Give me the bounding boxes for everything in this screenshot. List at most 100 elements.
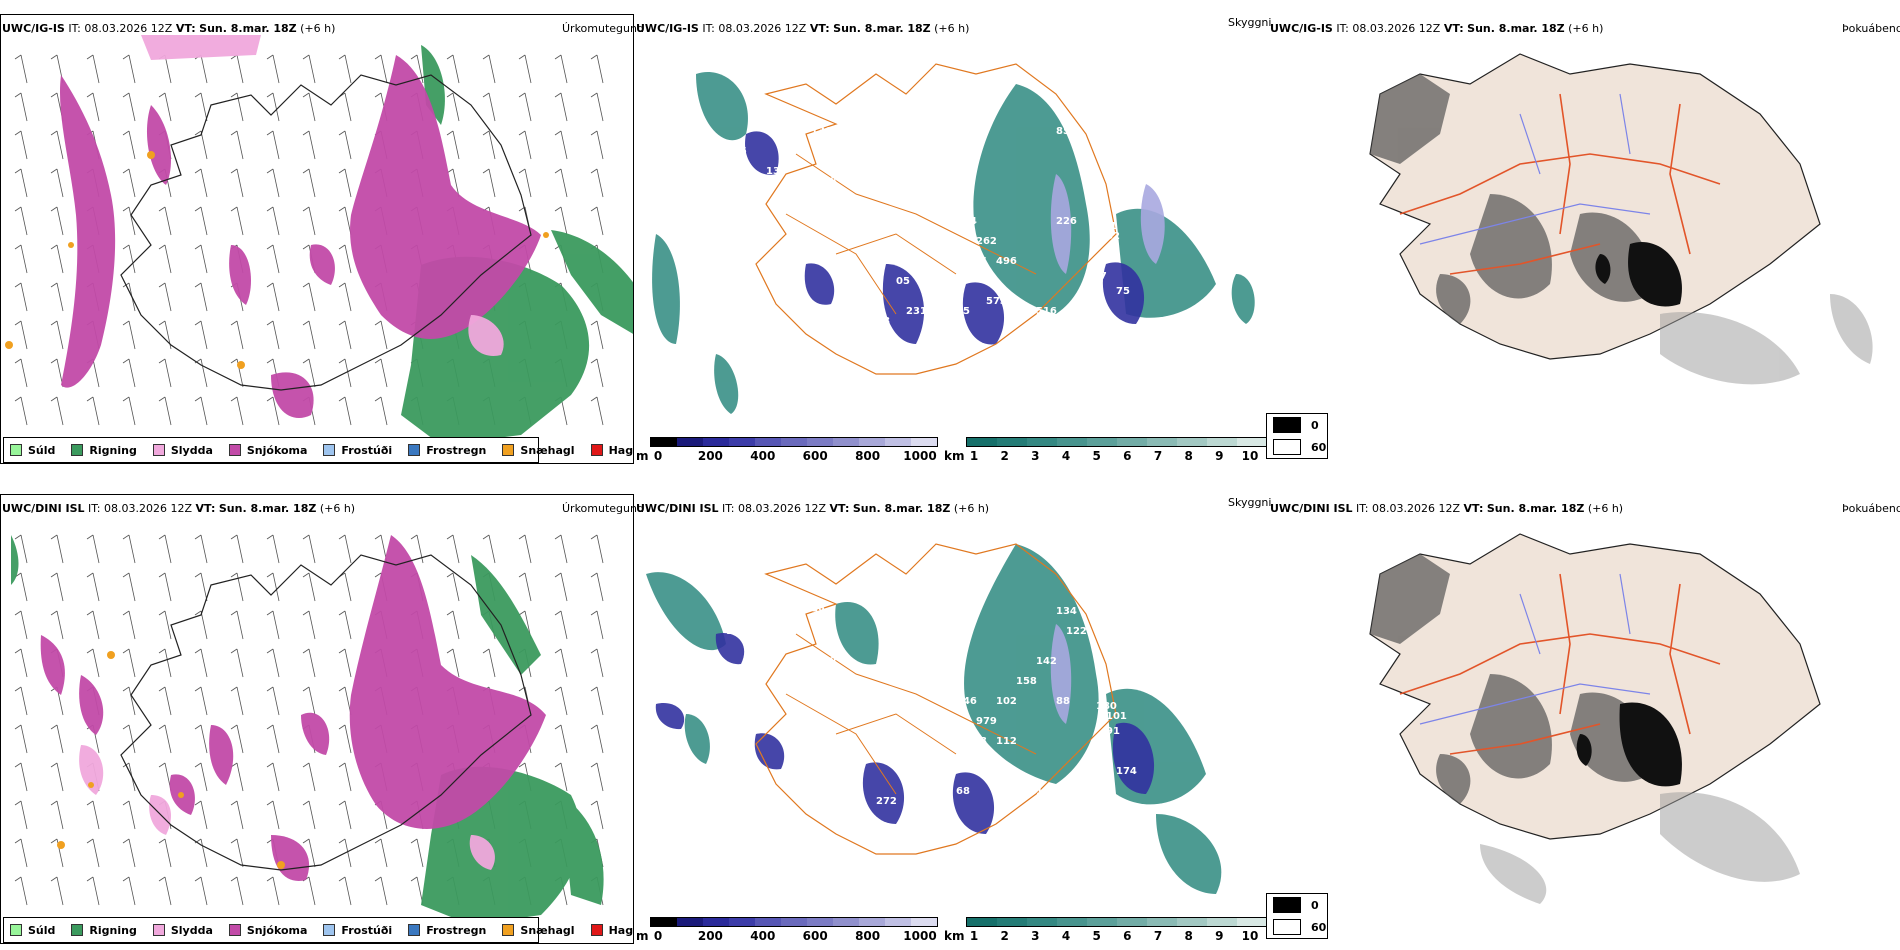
wind-barb — [86, 610, 100, 640]
wind-barb — [158, 762, 172, 792]
wind-barb — [338, 610, 352, 640]
wind-barb — [14, 534, 28, 564]
vt-value: Sun. 8.mar. 18Z — [1486, 502, 1585, 515]
fog-legend: 0 60 — [1266, 893, 1328, 939]
cloud-base-label: 142 — [1036, 656, 1057, 667]
colorbar-segment — [1177, 918, 1207, 926]
wind-barb — [230, 876, 244, 906]
precip-legend-item: Frostregn — [408, 924, 486, 937]
cloud-base-unit: m — [636, 449, 649, 463]
cloud-base-label: 406 — [966, 256, 987, 267]
wind-barb — [14, 54, 28, 84]
wind-barb — [14, 762, 28, 792]
legend-swatch — [323, 924, 336, 936]
wind-barb — [482, 130, 496, 160]
wind-barb — [14, 130, 28, 160]
wind-barb — [302, 838, 316, 868]
lead-time: (+6 h) — [1568, 22, 1604, 35]
wind-barb — [590, 358, 604, 388]
forecast-row-ig-is: Súld Rigning Slydda Snjókoma Frostúði Frostre… — [0, 0, 1900, 470]
legend-swatch — [228, 924, 241, 936]
wind-barb — [122, 320, 136, 350]
legend-label: Haglél — [608, 923, 634, 937]
colorbar-tick: 5 — [1092, 929, 1101, 943]
cloud-base-label: 158 — [1016, 676, 1037, 687]
wind-barb — [122, 282, 136, 312]
legend-swatch — [590, 444, 603, 456]
wind-barb — [482, 54, 496, 84]
wind-barb — [50, 800, 64, 830]
it-value: 08.03.2026 12Z — [718, 22, 807, 35]
model-name: UWC/IG-IS — [1270, 22, 1333, 35]
wind-barb — [194, 800, 208, 830]
cloud-base-label: 165 — [886, 726, 907, 737]
cloud-base-label: 128 — [926, 286, 947, 297]
wind-barb — [590, 572, 604, 602]
vt-label: VT: — [1443, 22, 1464, 35]
legend-label: Frostúði — [341, 443, 393, 457]
wind-barb — [446, 572, 460, 602]
wind-barb — [302, 686, 316, 716]
wind-barb — [338, 244, 352, 274]
cloud-base-label: 127 — [726, 626, 747, 637]
cloud-base-label: 297 — [936, 686, 957, 697]
cloud-base-label: 180 — [1096, 701, 1117, 712]
vt-value: Sun. 8.mar. 18Z — [199, 22, 297, 35]
wind-barb — [86, 838, 100, 868]
legend-label: Snjókoma — [246, 443, 308, 457]
precip-legend-item: Haglél — [590, 923, 634, 937]
wind-barb — [230, 130, 244, 160]
vt-value: Sun. 8.mar. 18Z — [852, 502, 951, 515]
fog-index-map — [1369, 533, 1821, 904]
wind-barb — [14, 838, 28, 868]
cloud-base-label: 177 — [1246, 736, 1266, 747]
wind-barb — [518, 572, 532, 602]
wind-barb — [14, 572, 28, 602]
cloud-base-label: 41 — [936, 206, 950, 217]
wind-barb — [158, 206, 172, 236]
wind-barb — [50, 244, 64, 274]
wind-barb — [230, 686, 244, 716]
cloud-visibility-panel: 214 92 136 175 133 198 150 155 628 161 137 138 231 58… — [636, 14, 1266, 464]
wind-barb — [230, 800, 244, 830]
wind-barb — [338, 358, 352, 388]
cloud-base-label: 155 — [746, 206, 767, 217]
wind-barb — [230, 648, 244, 678]
cloud-base-label: 29 — [766, 646, 780, 657]
legend-swatch — [1273, 897, 1301, 913]
colorbar-tick: 1 — [969, 449, 979, 463]
legend-swatch — [323, 444, 336, 456]
wind-barb — [554, 92, 568, 122]
wind-barb — [410, 54, 424, 84]
cloud-base-label: 350 — [896, 756, 917, 767]
colorbar-tick: 7 — [1153, 449, 1163, 463]
it-value: 08.03.2026 12Z — [1372, 502, 1461, 515]
wind-barb — [266, 92, 280, 122]
wind-barb — [122, 534, 136, 564]
wind-barb — [194, 534, 208, 564]
colorbar-segment — [807, 918, 833, 926]
wind-barb — [194, 572, 208, 602]
legend-label: Rigning — [89, 923, 137, 937]
wind-barb — [122, 244, 136, 274]
wind-barb — [14, 244, 28, 274]
wind-barb — [122, 838, 136, 868]
cloud-base-label: 117 — [1086, 271, 1107, 282]
cloud-base-label: 106 — [866, 706, 887, 717]
wind-barb — [14, 686, 28, 716]
colorbar-segment — [997, 438, 1027, 446]
legend-label: Súld — [28, 923, 56, 937]
wind-barb — [554, 168, 568, 198]
wind-barb — [122, 168, 136, 198]
wind-barb — [50, 358, 64, 388]
cloud-base-label: 05 — [896, 276, 910, 287]
wind-barb — [158, 244, 172, 274]
fog-legend-item: 0 — [1267, 894, 1327, 916]
lead-time: (+6 h) — [1587, 502, 1624, 515]
wind-barb — [158, 358, 172, 388]
wind-barb — [14, 800, 28, 830]
cloud-base-label: 50 — [1106, 246, 1120, 257]
wind-barb — [266, 244, 280, 274]
colorbar-segment — [651, 438, 677, 446]
colorbar-tick: 1 — [969, 929, 979, 943]
